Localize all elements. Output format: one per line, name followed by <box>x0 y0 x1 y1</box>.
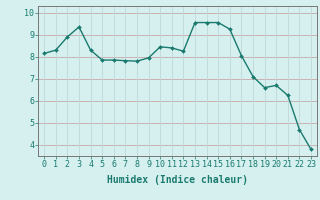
X-axis label: Humidex (Indice chaleur): Humidex (Indice chaleur) <box>107 175 248 185</box>
